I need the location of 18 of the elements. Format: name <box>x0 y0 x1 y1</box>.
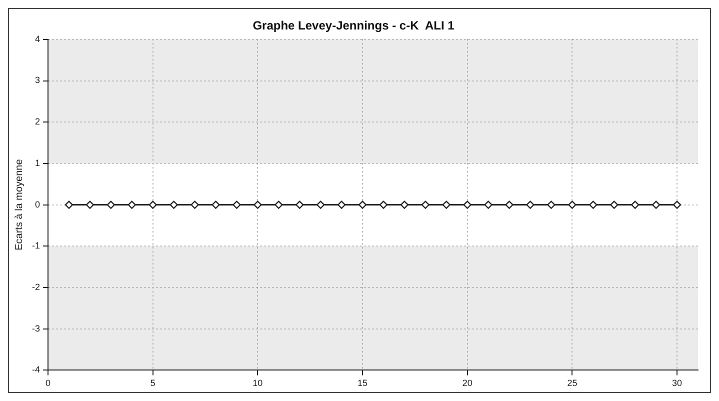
y-tick-label: 0 <box>34 199 40 210</box>
x-tick-label: 20 <box>462 378 472 388</box>
y-tick-label: -1 <box>32 240 40 251</box>
x-tick-label: 5 <box>150 378 156 388</box>
x-tick-label: 0 <box>45 378 51 388</box>
x-tick-label: 30 <box>672 378 682 388</box>
y-tick-label: -2 <box>32 282 40 292</box>
y-tick-label: -3 <box>32 323 40 334</box>
y-tick-label: 4 <box>34 34 40 44</box>
y-tick-label: -4 <box>32 364 40 375</box>
y-tick-label: 1 <box>34 158 40 168</box>
x-tick-label: 25 <box>567 378 578 388</box>
x-tick-label: 10 <box>252 378 263 388</box>
y-tick-label: 2 <box>34 116 40 127</box>
chart-title: Graphe Levey-Jennings - c-K ALI 1 <box>252 18 455 33</box>
y-axis-title: Ecarts à la moyenne <box>14 158 25 250</box>
y-tick-label: 3 <box>34 75 40 86</box>
x-tick-label: 15 <box>358 378 368 388</box>
